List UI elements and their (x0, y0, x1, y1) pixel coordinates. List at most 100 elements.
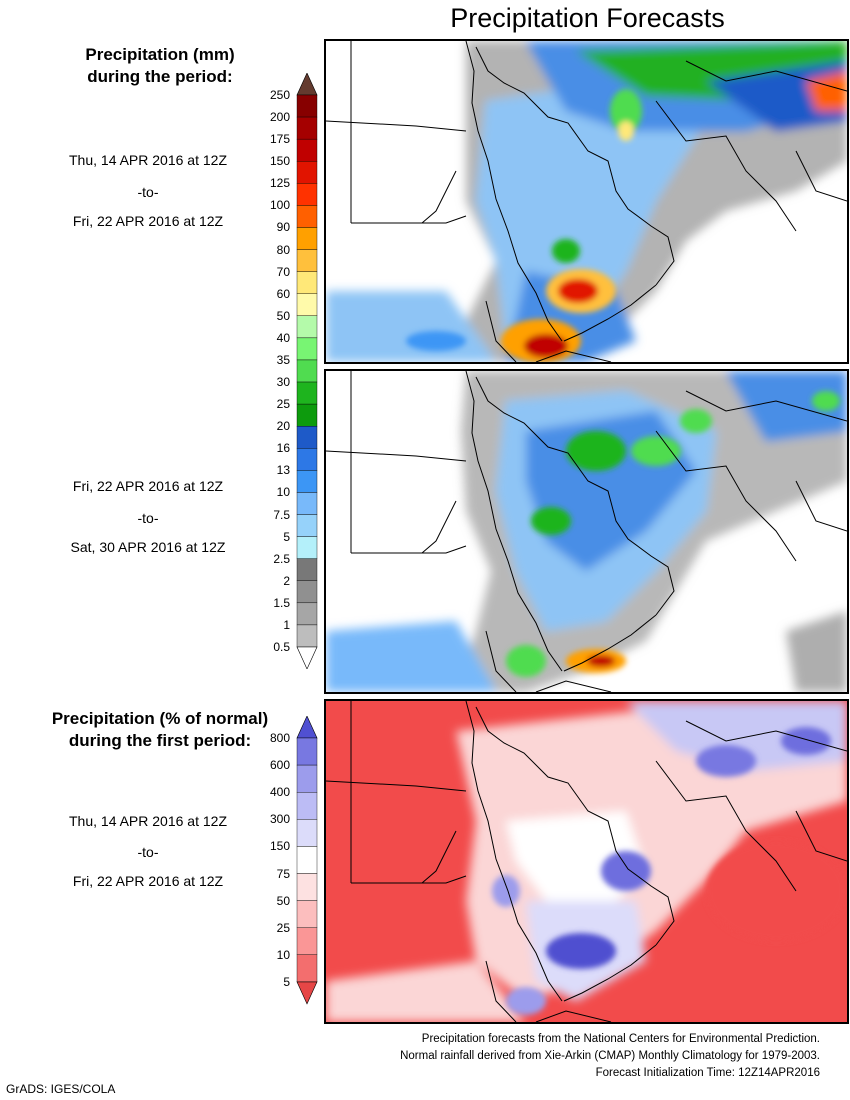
percent-level-label: 10 (276, 947, 290, 962)
amount-level-label: 1.5 (273, 595, 290, 610)
amount-level-label: 1 (283, 617, 290, 632)
footer-line-3: Forecast Initialization Time: 12Z14APR20… (595, 1067, 820, 1079)
amount-level-label: 30 (276, 375, 290, 390)
footer-line-1: Precipitation forecasts from the Nationa… (421, 1033, 820, 1045)
amount_legend-swatch (296, 271, 318, 294)
amount-level-label: 13 (276, 463, 290, 478)
amount_legend-swatch (296, 315, 318, 339)
amount-level-label: 2.5 (273, 551, 290, 566)
amount-level-label: 150 (269, 154, 290, 169)
percent-legend-title-line1: Precipitation (% of normal) (51, 709, 269, 728)
period1-start: Thu, 14 APR 2016 at 12Z (69, 152, 227, 168)
percent_legend-swatch (296, 873, 318, 901)
amount-level-label: 175 (269, 132, 290, 147)
percent-level-label: 5 (283, 974, 290, 989)
amount_legend-swatch (296, 227, 318, 250)
percent_legend-min-arrow (296, 981, 318, 1005)
amount-level-label: 35 (276, 352, 290, 367)
amount-level-label: 250 (269, 88, 290, 102)
amount_legend-swatch (296, 138, 318, 162)
amount-level-label: 50 (276, 308, 290, 323)
period2-start: Fri, 22 APR 2016 at 12Z (72, 478, 224, 494)
amount_legend-swatch (296, 580, 318, 604)
amount-level-label: 0.5 (273, 640, 290, 654)
amount-level-label: 25 (276, 397, 290, 412)
percent_legend-max-arrow (296, 716, 318, 739)
map-panel-period1 (324, 39, 849, 364)
amount-level-label: 90 (276, 220, 290, 235)
amount-level-label: 20 (276, 419, 290, 434)
percent-level-label: 300 (269, 812, 290, 827)
amount-level-label: 2 (283, 573, 290, 588)
percent_legend-swatch (296, 900, 318, 928)
map-panel-percent-normal (324, 699, 849, 1024)
amount-level-label: 10 (276, 485, 290, 500)
percent-normal-map (326, 701, 847, 1022)
percent-level-label: 600 (269, 758, 290, 773)
amount-level-label: 200 (269, 110, 290, 125)
amount_legend-swatch (296, 536, 318, 559)
amount-legend-title: Precipitation (mm) during the period: (0, 44, 320, 88)
amount_legend-swatch (296, 293, 318, 317)
amount_legend-swatch (296, 161, 318, 184)
percent-level-label: 25 (276, 920, 290, 935)
amount_legend-swatch (296, 492, 318, 515)
percent-level-label: 800 (269, 731, 290, 745)
amount_legend-swatch (296, 183, 318, 206)
period3-start: Thu, 14 APR 2016 at 12Z (69, 813, 227, 829)
amount_legend-swatch (296, 116, 318, 140)
amount_legend-swatch (296, 426, 318, 449)
amount-level-label: 7.5 (273, 507, 290, 522)
footer-line-2: Normal rainfall derived from Xie-Arkin (… (400, 1050, 820, 1062)
amount_legend-swatch (296, 381, 318, 405)
percent_legend-swatch (296, 846, 318, 874)
page-title: Precipitation Forecasts (450, 3, 725, 33)
percent_legend-swatch (296, 819, 318, 847)
amount-legend-title-line2: during the period: (87, 67, 233, 86)
percent-legend-title: Precipitation (% of normal) during the f… (0, 708, 320, 752)
amount_legend-swatch (296, 470, 318, 493)
percent-level-label: 75 (276, 866, 290, 881)
amount_legend-swatch (296, 514, 318, 537)
percent-colorbar (296, 716, 318, 1005)
period2-end: Sat, 30 APR 2016 at 12Z (70, 539, 226, 555)
amount_legend-max-arrow (296, 73, 318, 96)
percent_legend-swatch (296, 954, 318, 983)
amount-level-label: 100 (269, 198, 290, 213)
amount-colorbar (296, 73, 318, 669)
percent-level-label: 50 (276, 893, 290, 908)
period2-separator: -to- (137, 510, 159, 526)
amount_legend-swatch (296, 94, 318, 118)
amount-level-label: 40 (276, 330, 290, 345)
amount_legend-swatch (296, 624, 318, 648)
amount-level-label: 125 (269, 176, 290, 191)
amount-level-label: 80 (276, 242, 290, 257)
amount_legend-swatch (296, 359, 318, 383)
period1-end: Fri, 22 APR 2016 at 12Z (72, 213, 224, 229)
percent_legend-swatch (296, 737, 318, 766)
footer-notes: Precipitation forecasts from the Nationa… (400, 1031, 820, 1082)
amount_legend-swatch (296, 558, 318, 581)
percent_legend-swatch (296, 927, 318, 955)
period3-end: Fri, 22 APR 2016 at 12Z (72, 873, 224, 889)
period1-separator: -to- (137, 184, 159, 200)
precip-map-period1 (326, 41, 847, 362)
period3-separator: -to- (137, 844, 159, 860)
percent-legend-title-line2: during the first period: (68, 731, 252, 750)
amount_legend-swatch (296, 403, 318, 427)
amount_legend-min-arrow (296, 646, 318, 669)
percent-level-label: 150 (269, 839, 290, 854)
percent_legend-swatch (296, 791, 318, 820)
amount_legend-swatch (296, 205, 318, 228)
precip-map-period2 (326, 371, 847, 692)
amount-level-label: 70 (276, 264, 290, 279)
amount-level-label: 60 (276, 286, 290, 301)
amount-level-label: 5 (283, 529, 290, 544)
amount_legend-swatch (296, 448, 318, 471)
amount_legend-swatch (296, 249, 318, 272)
amount_legend-swatch (296, 602, 318, 626)
map-panel-period2 (324, 369, 849, 694)
grads-credit: GrADS: IGES/COLA (6, 1082, 116, 1096)
amount_legend-swatch (296, 337, 318, 361)
percent-level-label: 400 (269, 785, 290, 800)
